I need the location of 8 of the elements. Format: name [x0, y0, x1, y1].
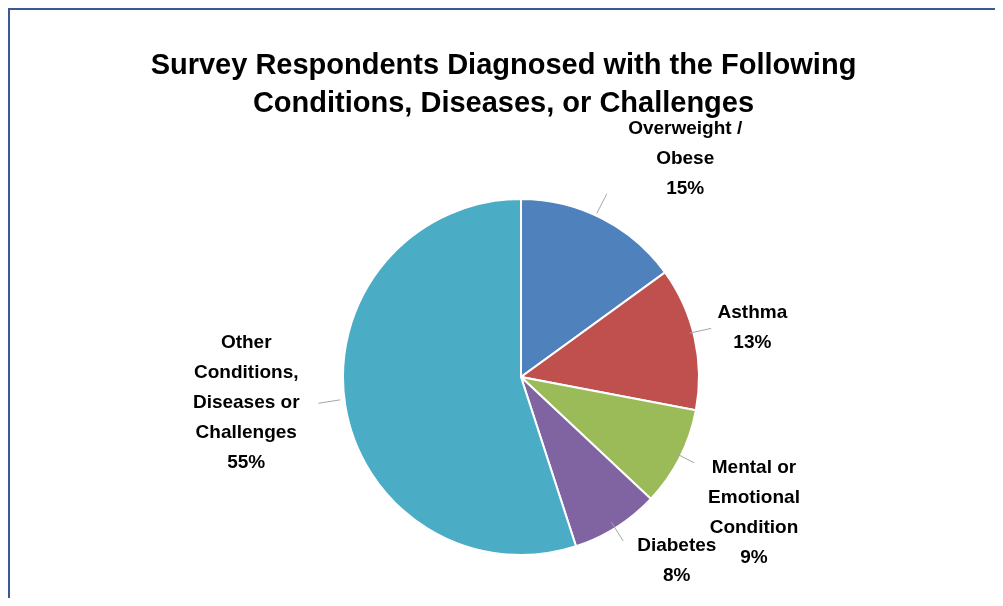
data-label: 8%: [663, 563, 691, 585]
slice-label: Other Conditions, Diseases or Challenges: [192, 331, 301, 443]
data-label: 55%: [227, 451, 266, 473]
data-label: 15%: [666, 176, 705, 198]
slice-label: Asthma: [717, 301, 788, 323]
chart-title: Survey Respondents Diagnosed with the Following Conditions, Diseases, or Challenges: [150, 48, 857, 118]
data-label: 9%: [740, 545, 768, 567]
data-label: 13%: [733, 331, 772, 353]
